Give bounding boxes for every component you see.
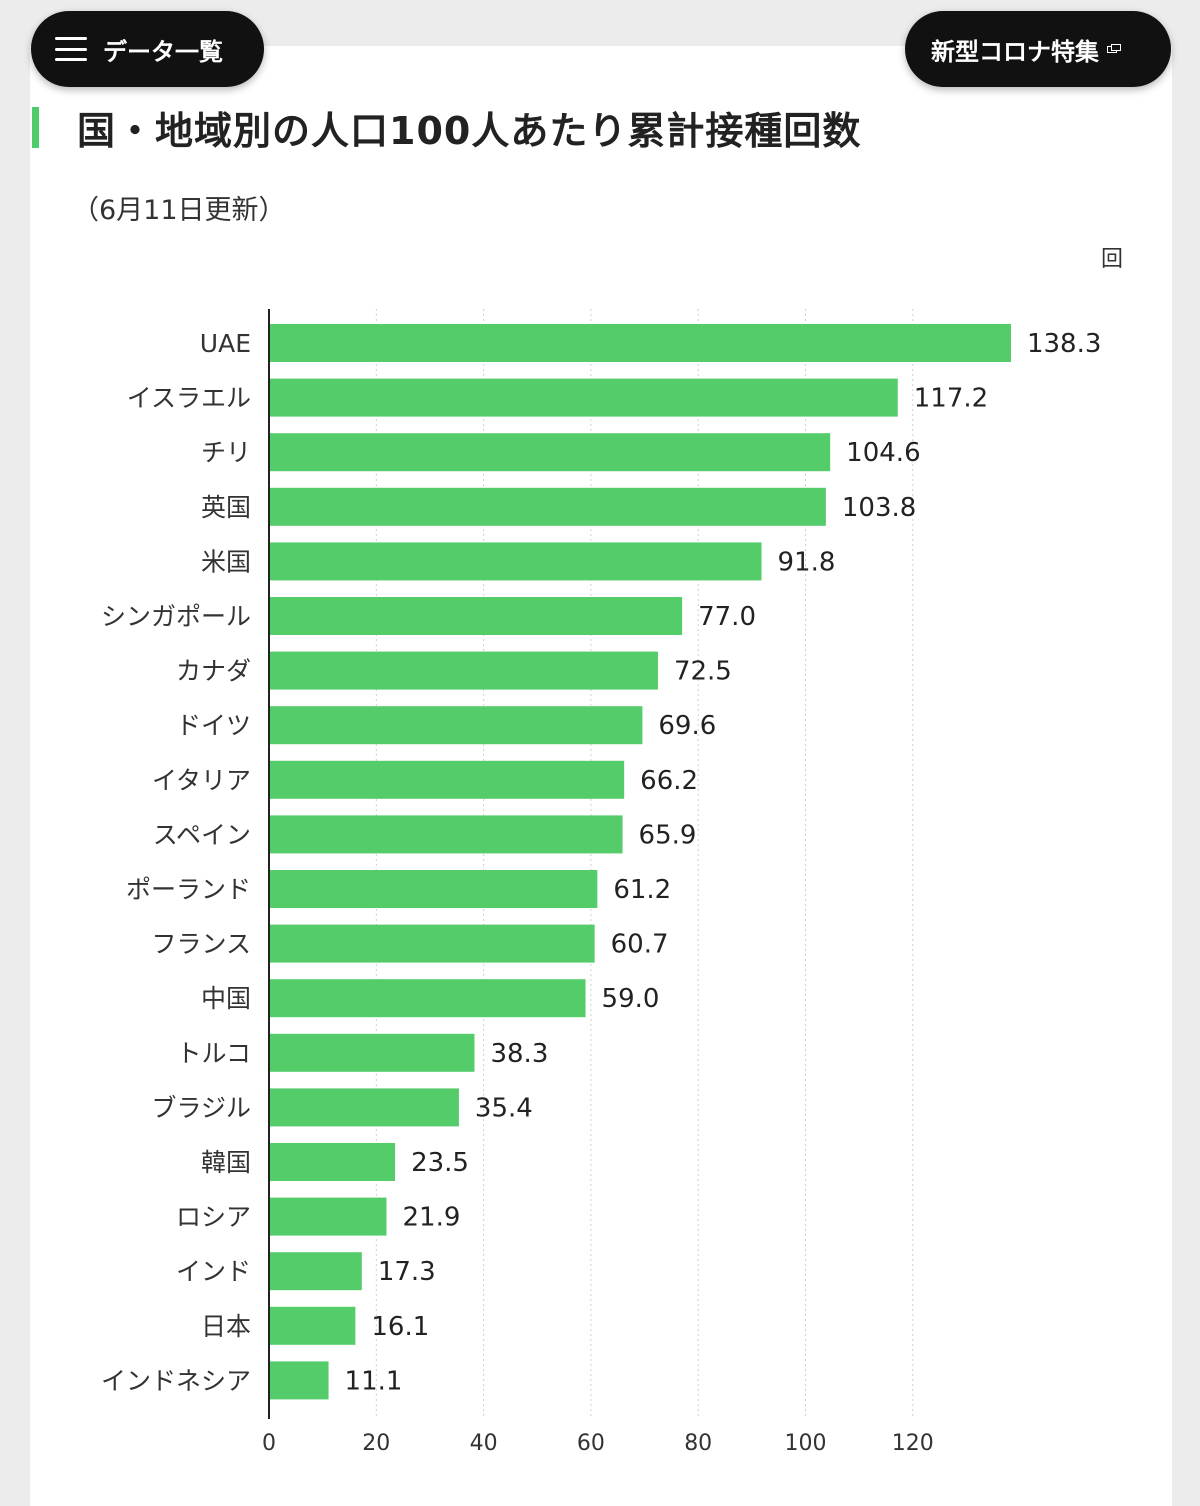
value-label: 35.4 — [475, 1093, 533, 1123]
category-label: インド — [176, 1257, 251, 1286]
value-label: 21.9 — [402, 1203, 460, 1233]
value-label: 16.1 — [371, 1312, 429, 1342]
value-label: 11.1 — [345, 1366, 403, 1396]
x-tick-label: 120 — [892, 1431, 934, 1456]
value-label: 104.6 — [846, 438, 920, 468]
value-label: 65.9 — [639, 820, 697, 850]
hamburger-menu-icon — [55, 37, 87, 61]
x-tick-label: 100 — [785, 1431, 827, 1456]
value-label: 66.2 — [640, 766, 698, 796]
x-tick-label: 40 — [470, 1431, 498, 1456]
category-label: 日本 — [201, 1312, 251, 1341]
value-label: 59.0 — [602, 984, 660, 1014]
data-menu-label: データ一覧 — [103, 37, 223, 66]
value-label: 17.3 — [378, 1257, 436, 1287]
category-label: シンガポール — [101, 602, 251, 631]
category-label: UAE — [200, 329, 251, 358]
covid-feature-link[interactable]: 新型コロナ特集 — [905, 11, 1171, 87]
bar — [269, 1306, 356, 1345]
category-label: 米国 — [201, 547, 251, 576]
bar — [269, 1088, 459, 1127]
category-label: フランス — [151, 930, 251, 959]
category-label: イタリア — [152, 766, 251, 795]
x-tick-label: 0 — [262, 1431, 276, 1456]
bar — [269, 1033, 475, 1072]
category-label: 英国 — [201, 493, 251, 522]
chart-subtitle: （6月11日更新） — [72, 195, 286, 226]
bar — [269, 542, 762, 581]
bar — [269, 924, 595, 963]
bar — [269, 760, 625, 799]
x-tick-label: 80 — [684, 1431, 712, 1456]
bar — [269, 1361, 329, 1400]
bar — [269, 433, 831, 472]
data-menu-button[interactable]: データ一覧 — [31, 11, 264, 87]
bar — [269, 870, 598, 908]
bar — [269, 1143, 396, 1181]
category-label: イスラエル — [127, 384, 251, 413]
value-label: 117.2 — [914, 384, 988, 414]
external-link-icon — [1107, 44, 1121, 54]
value-label: 61.2 — [613, 875, 671, 905]
bar — [269, 487, 826, 526]
value-label: 91.8 — [778, 547, 836, 577]
category-label: ポーランド — [126, 875, 251, 904]
x-tick-label: 20 — [362, 1431, 390, 1456]
category-label: カナダ — [176, 657, 251, 686]
bar — [269, 324, 1011, 362]
bar — [269, 815, 623, 854]
value-label: 77.0 — [698, 602, 756, 632]
chart-unit-label: 回 — [1101, 247, 1124, 272]
x-tick-label: 60 — [577, 1431, 605, 1456]
bar — [269, 597, 683, 635]
category-label: 中国 — [201, 984, 251, 1013]
bar — [269, 706, 643, 745]
bar — [269, 651, 658, 690]
category-label: トルコ — [176, 1039, 251, 1068]
bar — [269, 1252, 362, 1291]
value-label: 38.3 — [490, 1039, 548, 1069]
value-label: 72.5 — [674, 657, 732, 687]
category-label: スペイン — [153, 820, 251, 849]
title-accent-bar — [32, 107, 39, 148]
category-label: 韓国 — [201, 1148, 251, 1177]
bar — [269, 378, 898, 417]
value-label: 138.3 — [1027, 329, 1101, 359]
value-label: 60.7 — [611, 930, 669, 960]
bar — [269, 979, 586, 1018]
category-label: インドネシア — [101, 1366, 251, 1395]
chart-title: 国・地域別の人口100人あたり累計接種回数 — [77, 109, 862, 153]
value-label: 103.8 — [842, 493, 916, 523]
category-label: ドイツ — [176, 711, 251, 740]
category-label: ブラジル — [151, 1093, 251, 1122]
bar — [269, 1197, 387, 1236]
value-label: 23.5 — [411, 1148, 469, 1178]
value-label: 69.6 — [658, 711, 716, 741]
covid-feature-label: 新型コロナ特集 — [931, 37, 1099, 66]
category-label: ロシア — [176, 1203, 251, 1232]
category-label: チリ — [201, 438, 251, 467]
